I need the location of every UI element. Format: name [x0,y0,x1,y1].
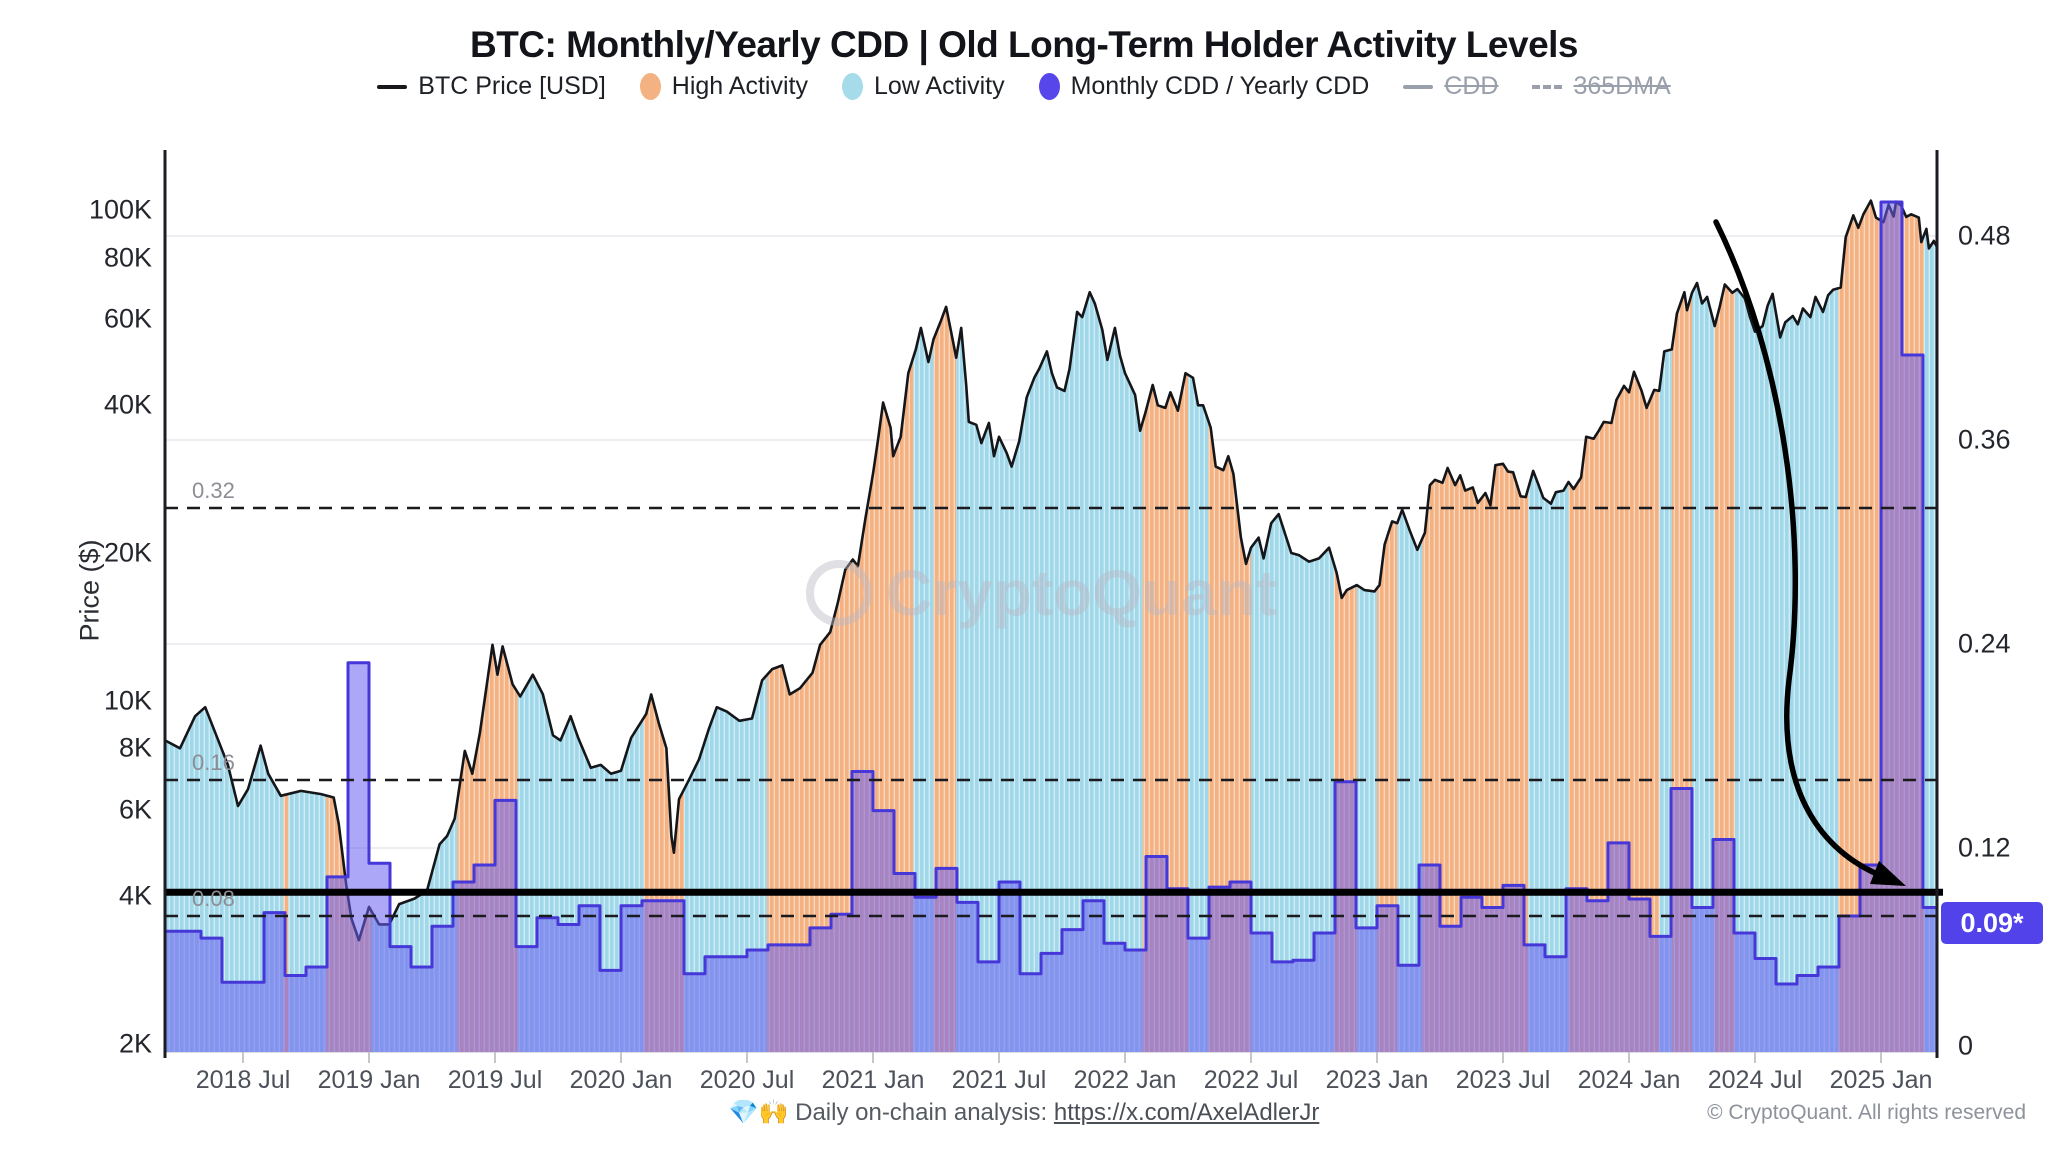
legend-label: BTC Price [USD] [418,72,606,100]
current-value-label: 0.09* [1960,907,2024,938]
series-line-icon [377,84,408,89]
x-tick-2021-Jan: 2021 Jan [821,1066,925,1094]
x-tick-2024-Jul: 2024 Jul [1707,1066,1803,1094]
x-tick-2020-Jul: 2020 Jul [699,1066,795,1094]
right-tick-0.48: 0.48 [1958,220,2011,251]
x-tick-2024-Jan: 2024 Jan [1577,1066,1681,1094]
left-tick-60K: 60K [103,303,152,334]
footer-text: Daily on-chain analysis: [795,1099,1048,1126]
btc-price-line [164,199,1939,942]
x-tick-2023-Jul: 2023 Jul [1455,1066,1551,1094]
legend-item-monthly-cdd-yearly-cdd[interactable]: Monthly CDD / Yearly CDD [1038,72,1370,101]
legend: BTC Price [USD] High Activity Low Activity… [0,72,2048,101]
left-tick-2K: 2K [118,1028,152,1059]
x-tick-2019-Jul: 2019 Jul [447,1066,543,1094]
current-value-badge: 0.09* [1941,902,2043,945]
page-title: BTC: Monthly/Yearly CDD | Old Long-Term … [469,24,1579,65]
left-tick-20K: 20K [103,537,152,568]
footer-link[interactable]: https://x.com/AxelAdlerJr [1053,1099,1320,1126]
legend-item-btc-price-usd-[interactable]: BTC Price [USD] [377,72,606,101]
cdd-ratio-area [165,202,1937,1052]
legend-item-cdd[interactable]: CDD [1403,72,1498,101]
legend-item-low-activity[interactable]: Low Activity [841,72,1005,101]
annotation-arrow [1713,219,1887,880]
x-tick-2019-Jan: 2019 Jan [317,1066,421,1094]
dashed-level-label-0.32: 0.32 [192,478,235,503]
series-line-icon [1403,84,1434,89]
left-tick-10K: 10K [103,685,152,716]
series-dot-icon [639,73,661,100]
series-dot-icon [1038,73,1060,100]
dashed-level-label-0.16: 0.16 [192,750,235,775]
x-tick-2023-Jan: 2023 Jan [1325,1066,1429,1094]
x-tick-2020-Jan: 2020 Jan [569,1066,673,1094]
right-tick-0.12: 0.12 [1958,832,2011,863]
series-dot-icon [841,73,863,100]
dashed-level-label-0.08: 0.08 [192,886,235,911]
x-tick-2018-Jul: 2018 Jul [195,1066,291,1094]
legend-label: Monthly CDD / Yearly CDD [1070,72,1370,100]
left-tick-80K: 80K [103,242,152,273]
diamond-hands-emoji-icon: 💎🙌 [728,1099,789,1126]
cdd-ratio-border [163,200,1939,1052]
copyright-text: © CryptoQuant. All rights reserved [1707,1101,2026,1124]
left-tick-4K: 4K [118,880,152,911]
x-tick-2021-Jul: 2021 Jul [951,1066,1047,1094]
legend-item-high-activity[interactable]: High Activity [639,72,808,101]
series-line-icon [1532,84,1563,89]
left-tick-100K: 100K [88,194,152,225]
right-tick-0: 0 [1958,1030,1974,1061]
annotation-arrowhead [1870,861,1906,886]
legend-label: High Activity [671,72,808,100]
legend-item-365dma[interactable]: 365DMA [1532,72,1671,101]
left-tick-8K: 8K [118,732,152,763]
x-tick-2022-Jul: 2022 Jul [1203,1066,1299,1094]
legend-label: Low Activity [873,72,1005,100]
legend-label: 365DMA [1573,72,1671,100]
legend-label: CDD [1444,72,1499,100]
left-tick-40K: 40K [103,389,152,420]
right-tick-0.36: 0.36 [1958,424,2011,455]
left-tick-6K: 6K [118,794,152,825]
x-tick-2022-Jan: 2022 Jan [1073,1066,1177,1094]
right-tick-0.24: 0.24 [1958,628,2011,659]
footer-analysis-note: 💎🙌 Daily on-chain analysis: https://x.co… [0,1098,2048,1127]
x-tick-2025-Jan: 2025 Jan [1829,1066,1933,1094]
